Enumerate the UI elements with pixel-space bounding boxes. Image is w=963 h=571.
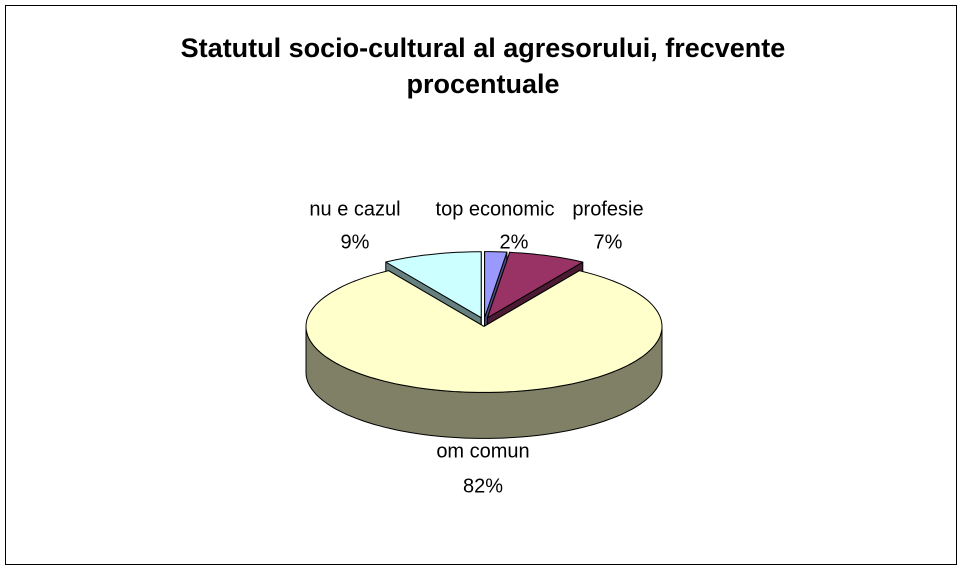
slice — [385, 251, 482, 319]
chart-title: Statutul socio-cultural al agresorului, … — [180, 33, 786, 99]
value-label: 2% — [500, 231, 529, 253]
slice-label: profesie — [572, 198, 643, 220]
slice-label: om comun — [436, 440, 529, 462]
slice — [305, 270, 663, 393]
chart-frame — [5, 5, 957, 565]
slice — [484, 251, 508, 319]
value-label: 9% — [341, 231, 370, 253]
slice — [486, 251, 584, 319]
value-label: 7% — [594, 231, 623, 253]
slice-label: top economic — [436, 198, 555, 220]
value-label: 82% — [463, 475, 503, 497]
slice-label: nu e cazul — [309, 198, 400, 220]
